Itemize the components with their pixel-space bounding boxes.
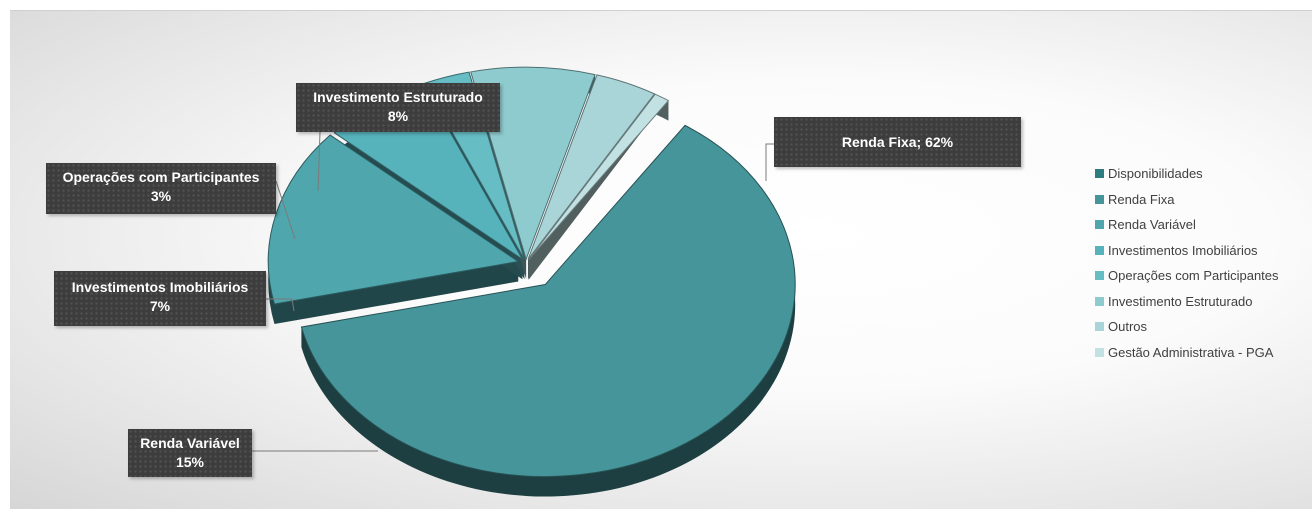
pie-top-group	[267, 66, 796, 478]
callout-renda-fixa: Renda Fixa; 62%	[774, 117, 1021, 167]
legend-item: Investimento Estruturado	[1095, 289, 1279, 315]
legend-item: Operações com Participantes	[1095, 263, 1279, 289]
chart-legend: Disponibilidades Renda Fixa Renda Variáv…	[1095, 161, 1279, 365]
pie-slice-side	[268, 135, 519, 325]
legend-swatch	[1095, 169, 1104, 179]
callout-leader-line	[275, 180, 296, 240]
pie-slice	[470, 66, 596, 261]
callout-investimentos-imobiliarios: Investimentos Imobiliários 7%	[54, 271, 266, 326]
legend-item: Disponibilidades	[1095, 161, 1279, 187]
callout-investimentos-imobiliarios-label: Investimentos Imobiliários	[71, 279, 249, 295]
pie-slice	[527, 74, 656, 260]
callout-renda-variavel-label: Renda Variável	[140, 435, 240, 451]
pie-slice	[267, 134, 520, 305]
legend-swatch	[1095, 322, 1104, 332]
pie-chart	[252, 66, 796, 497]
callout-operacoes-participantes-label: Operações com Participantes	[62, 169, 260, 185]
callout-leader-line	[317, 131, 321, 192]
legend-swatch	[1095, 194, 1104, 204]
callout-investimentos-imobiliarios-value: 7%	[149, 298, 171, 314]
callout-renda-variavel: Renda Variável 15%	[128, 429, 252, 477]
legend-swatch	[1095, 271, 1104, 281]
callout-leader-line	[266, 298, 295, 312]
callout-operacoes-participantes: Operações com Participantes 3%	[46, 163, 276, 214]
legend-label: Outros	[1108, 319, 1148, 335]
legend-label: Investimento Estruturado	[1108, 293, 1253, 309]
legend-item: Gestão Administrativa - PGA	[1095, 340, 1279, 366]
legend-label: Gestão Administrativa - PGA	[1108, 344, 1274, 360]
legend-swatch	[1095, 220, 1104, 230]
legend-swatch	[1095, 347, 1104, 357]
pie-slice-side	[334, 83, 523, 280]
pie-slice	[528, 93, 670, 261]
callout-renda-variavel-value: 15%	[175, 454, 205, 470]
callout-investimento-estruturado-value: 8%	[387, 108, 409, 124]
legend-item: Renda Fixa	[1095, 187, 1279, 213]
chart-area: Renda Fixa; 62% Renda Variável 15% Inves…	[10, 10, 1312, 509]
pie-slice	[300, 124, 796, 478]
legend-label: Operações com Participantes	[1108, 268, 1279, 284]
callout-investimento-estruturado-label: Investimento Estruturado	[313, 89, 483, 105]
legend-item: Renda Variável	[1095, 212, 1279, 238]
callout-investimento-estruturado: Investimento Estruturado 8%	[296, 83, 500, 132]
legend-label: Renda Variável	[1108, 217, 1196, 233]
callout-operacoes-participantes-value: 3%	[150, 188, 172, 204]
callout-leader-line	[765, 143, 774, 181]
legend-swatch	[1095, 296, 1104, 306]
legend-item: Investimentos Imobiliários	[1095, 238, 1279, 264]
legend-label: Investimentos Imobiliários	[1108, 242, 1258, 258]
callout-renda-fixa-label: Renda Fixa; 62%	[841, 134, 954, 150]
legend-item: Outros	[1095, 314, 1279, 340]
legend-label: Renda Fixa	[1108, 191, 1175, 207]
legend-label: Disponibilidades	[1108, 166, 1203, 182]
legend-swatch	[1095, 245, 1104, 255]
